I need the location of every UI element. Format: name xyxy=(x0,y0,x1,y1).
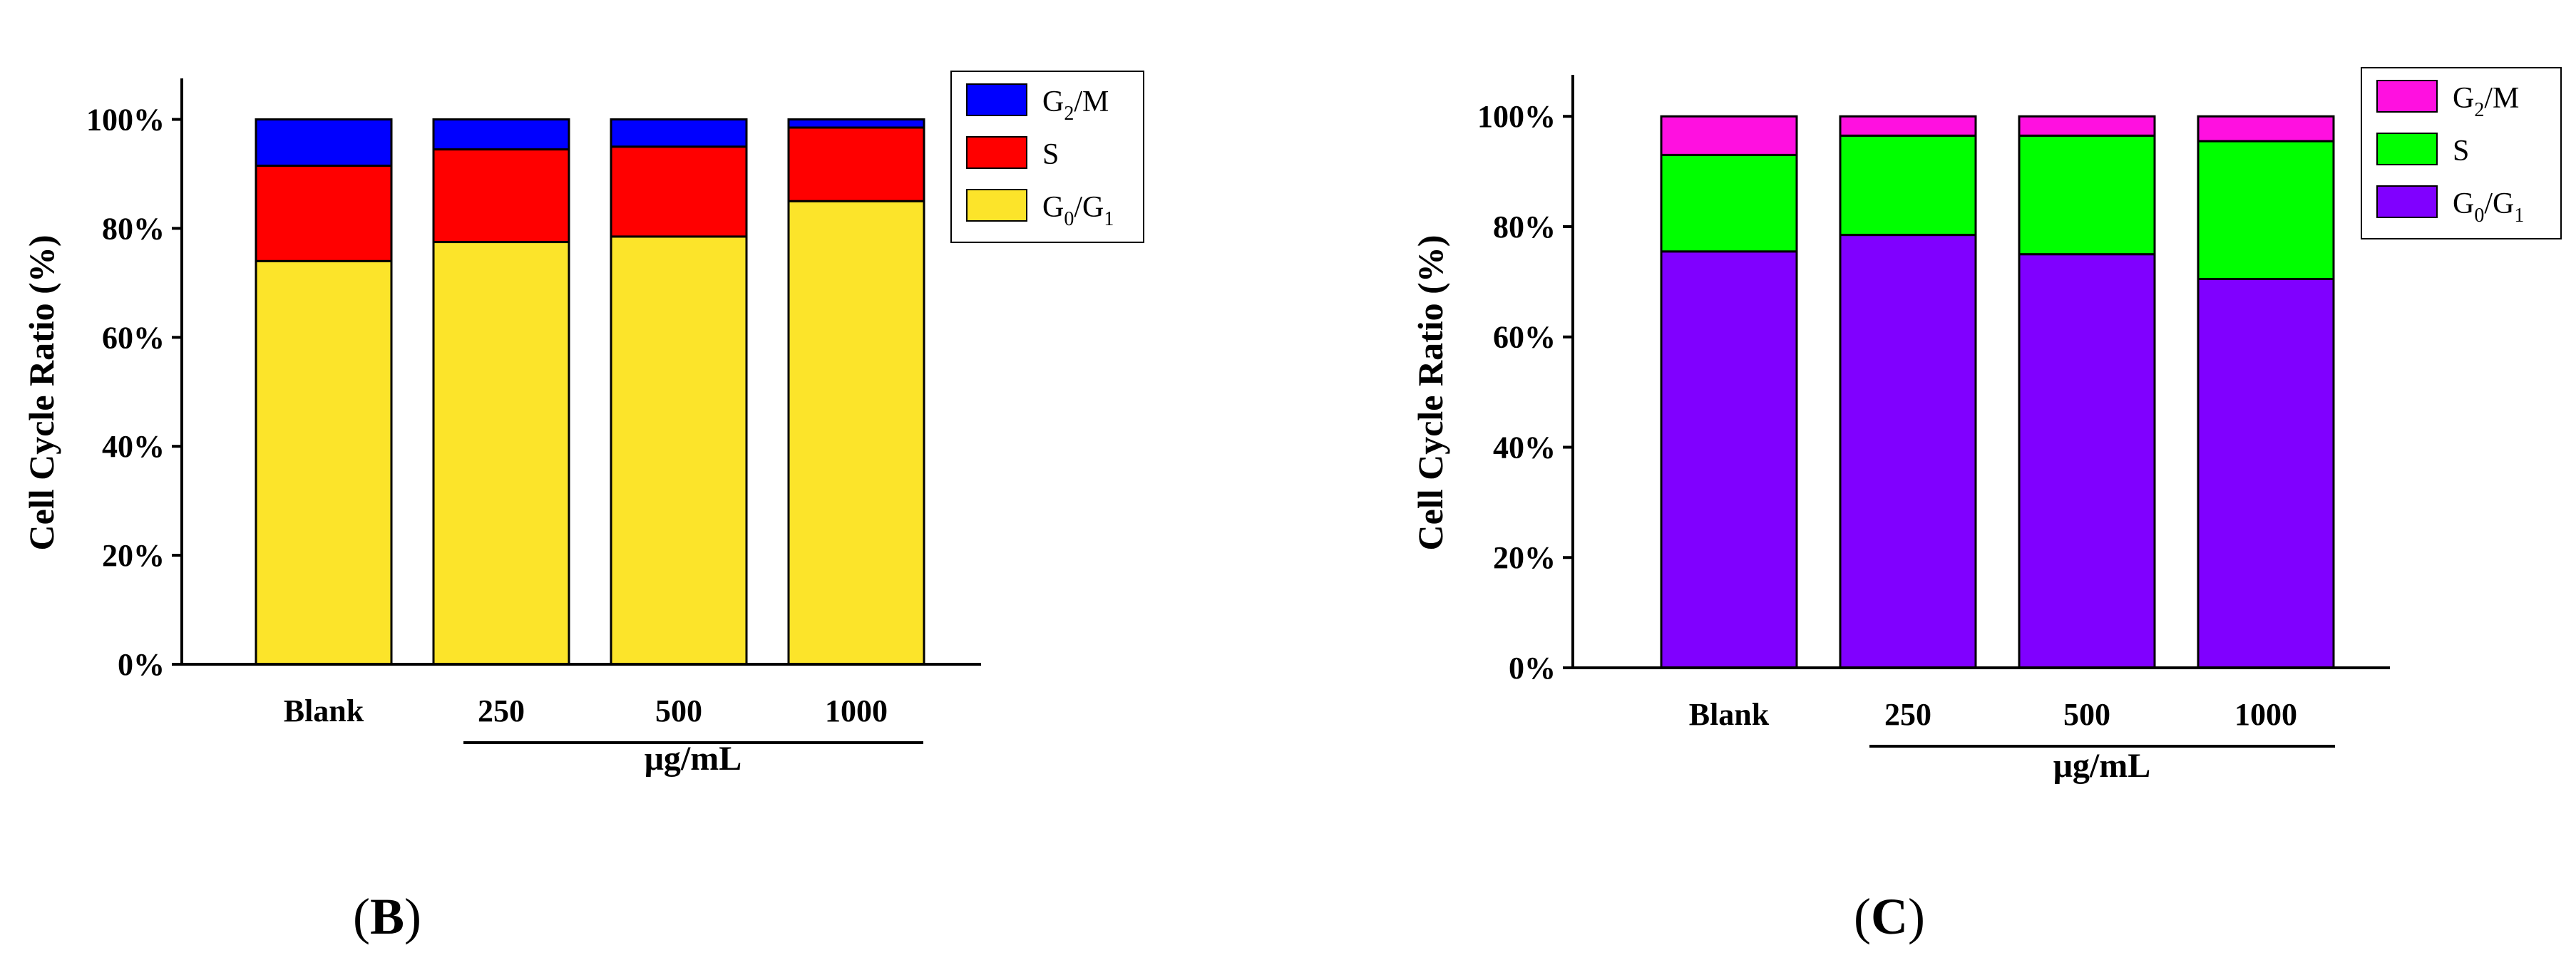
bar-s-250 xyxy=(432,148,570,244)
bar-s-1000 xyxy=(787,126,925,202)
panel-label-close: ) xyxy=(1908,888,1925,945)
legend-label-base: G xyxy=(1042,191,1064,224)
bar-g2-m-250 xyxy=(1839,115,1977,137)
panel-label-open: ( xyxy=(1854,888,1871,945)
x-tick-label: 250 xyxy=(1884,697,1931,732)
x-tick-label: Blank xyxy=(1689,697,1770,732)
bar-g0-g1-500 xyxy=(610,235,748,666)
bar-g2-m-250 xyxy=(432,118,570,151)
legend-label-base: G xyxy=(2453,187,2474,220)
x-tick-label: Blank xyxy=(284,693,364,728)
bar-g2-m-500 xyxy=(2018,115,2156,137)
bar-s-250 xyxy=(1839,134,1977,237)
bar-g2-m-1000 xyxy=(2197,115,2335,143)
bar-g0-g1-blank xyxy=(255,259,393,666)
panel-label-letter: B xyxy=(370,888,404,945)
chart-panel-b: Blank 250 500 1000 0% 20% 40% 60% 80% 100% Cell Cy… xyxy=(21,71,1144,945)
chart-panel-c: Blank 250 500 1000 0% 20% 40% 60% 80% 100% Cell Cy… xyxy=(1410,67,2562,945)
legend-label: G2/M xyxy=(2453,82,2519,121)
legend-label-rest: /G xyxy=(2484,187,2514,220)
panel-label: (C) xyxy=(1854,888,1925,945)
y-tick-label: 80% xyxy=(102,211,165,246)
bar-s-blank xyxy=(255,165,393,262)
y-tick-label: 20% xyxy=(102,538,165,573)
y-tick-label: 40% xyxy=(1493,430,1556,465)
y-tick-label: 60% xyxy=(1493,320,1556,355)
y-tick-label: 80% xyxy=(1493,210,1556,244)
y-tick-label: 20% xyxy=(1493,540,1556,575)
bar-s-500 xyxy=(610,145,748,238)
bar-g0-g1-250 xyxy=(432,241,570,666)
y-tick-label: 0% xyxy=(118,647,165,682)
legend-label-subscript: 2 xyxy=(1064,103,1074,125)
bar-g0-g1-250 xyxy=(1839,234,1977,669)
legend-swatch xyxy=(966,136,1027,169)
bar-g2-m-blank xyxy=(1660,115,1798,156)
y-axis-title: Cell Cycle Ratio (%) xyxy=(1410,235,1450,551)
bar-g0-g1-500 xyxy=(2018,253,2156,669)
legend-label-base: G xyxy=(1042,86,1064,118)
legend-swatch xyxy=(2376,185,2438,218)
bar-g2-m-500 xyxy=(610,118,748,148)
legend-label: S xyxy=(2453,135,2469,167)
legend-swatch xyxy=(966,189,1027,222)
panel-label-open: ( xyxy=(353,888,370,945)
bar-g0-g1-1000 xyxy=(2197,277,2335,669)
y-tick-label: 40% xyxy=(102,429,165,464)
y-tick-label: 0% xyxy=(1509,651,1556,686)
legend-label-rest: /M xyxy=(1074,86,1109,118)
panel-label-letter: C xyxy=(1871,888,1908,945)
y-tick-label: 60% xyxy=(102,320,165,355)
legend-label-rest: /G xyxy=(1074,191,1104,224)
group-unit-label: μg/mL xyxy=(2053,747,2151,785)
legend-swatch xyxy=(966,83,1027,116)
bar-s-500 xyxy=(2018,134,2156,256)
x-tick-label: 500 xyxy=(655,693,702,728)
legend-label-base: S xyxy=(1042,138,1059,171)
bar-g0-g1-1000 xyxy=(787,200,925,666)
bar-s-blank xyxy=(1660,153,1798,253)
legend-label: G0/G1 xyxy=(1042,191,1114,230)
y-axis-title: Cell Cycle Ratio (%) xyxy=(21,235,61,551)
legend-label-rest-subscript: 1 xyxy=(1104,208,1114,230)
legend-label: G2/M xyxy=(1042,86,1109,125)
panel-label-close: ) xyxy=(404,888,421,945)
legend-label-subscript: 0 xyxy=(1064,208,1074,230)
bar-g2-m-1000 xyxy=(787,118,925,129)
x-tick-label: 250 xyxy=(478,693,525,728)
legend-label-rest: /M xyxy=(2484,82,2519,115)
bar-g2-m-blank xyxy=(255,118,393,167)
legend-label-base: S xyxy=(2453,135,2469,167)
x-tick-label: 1000 xyxy=(825,693,888,728)
bar-s-1000 xyxy=(2197,140,2335,280)
panel-label: (B) xyxy=(353,888,421,945)
legend-label-rest-subscript: 1 xyxy=(2514,205,2524,227)
group-unit-label: μg/mL xyxy=(645,740,742,778)
legend-label-subscript: 2 xyxy=(2474,99,2484,121)
bar-g0-g1-blank xyxy=(1660,250,1798,669)
x-tick-label: 500 xyxy=(2063,697,2110,732)
legend-swatch xyxy=(2376,80,2438,113)
legend-label-subscript: 0 xyxy=(2474,205,2484,227)
legend-label: G0/G1 xyxy=(2453,187,2524,227)
legend-label-base: G xyxy=(2453,82,2474,115)
legend-label: S xyxy=(1042,138,1059,171)
x-tick-label: 1000 xyxy=(2234,697,2297,732)
y-tick-label: 100% xyxy=(1477,99,1556,134)
y-tick-label: 100% xyxy=(86,103,165,138)
legend-swatch xyxy=(2376,133,2438,165)
